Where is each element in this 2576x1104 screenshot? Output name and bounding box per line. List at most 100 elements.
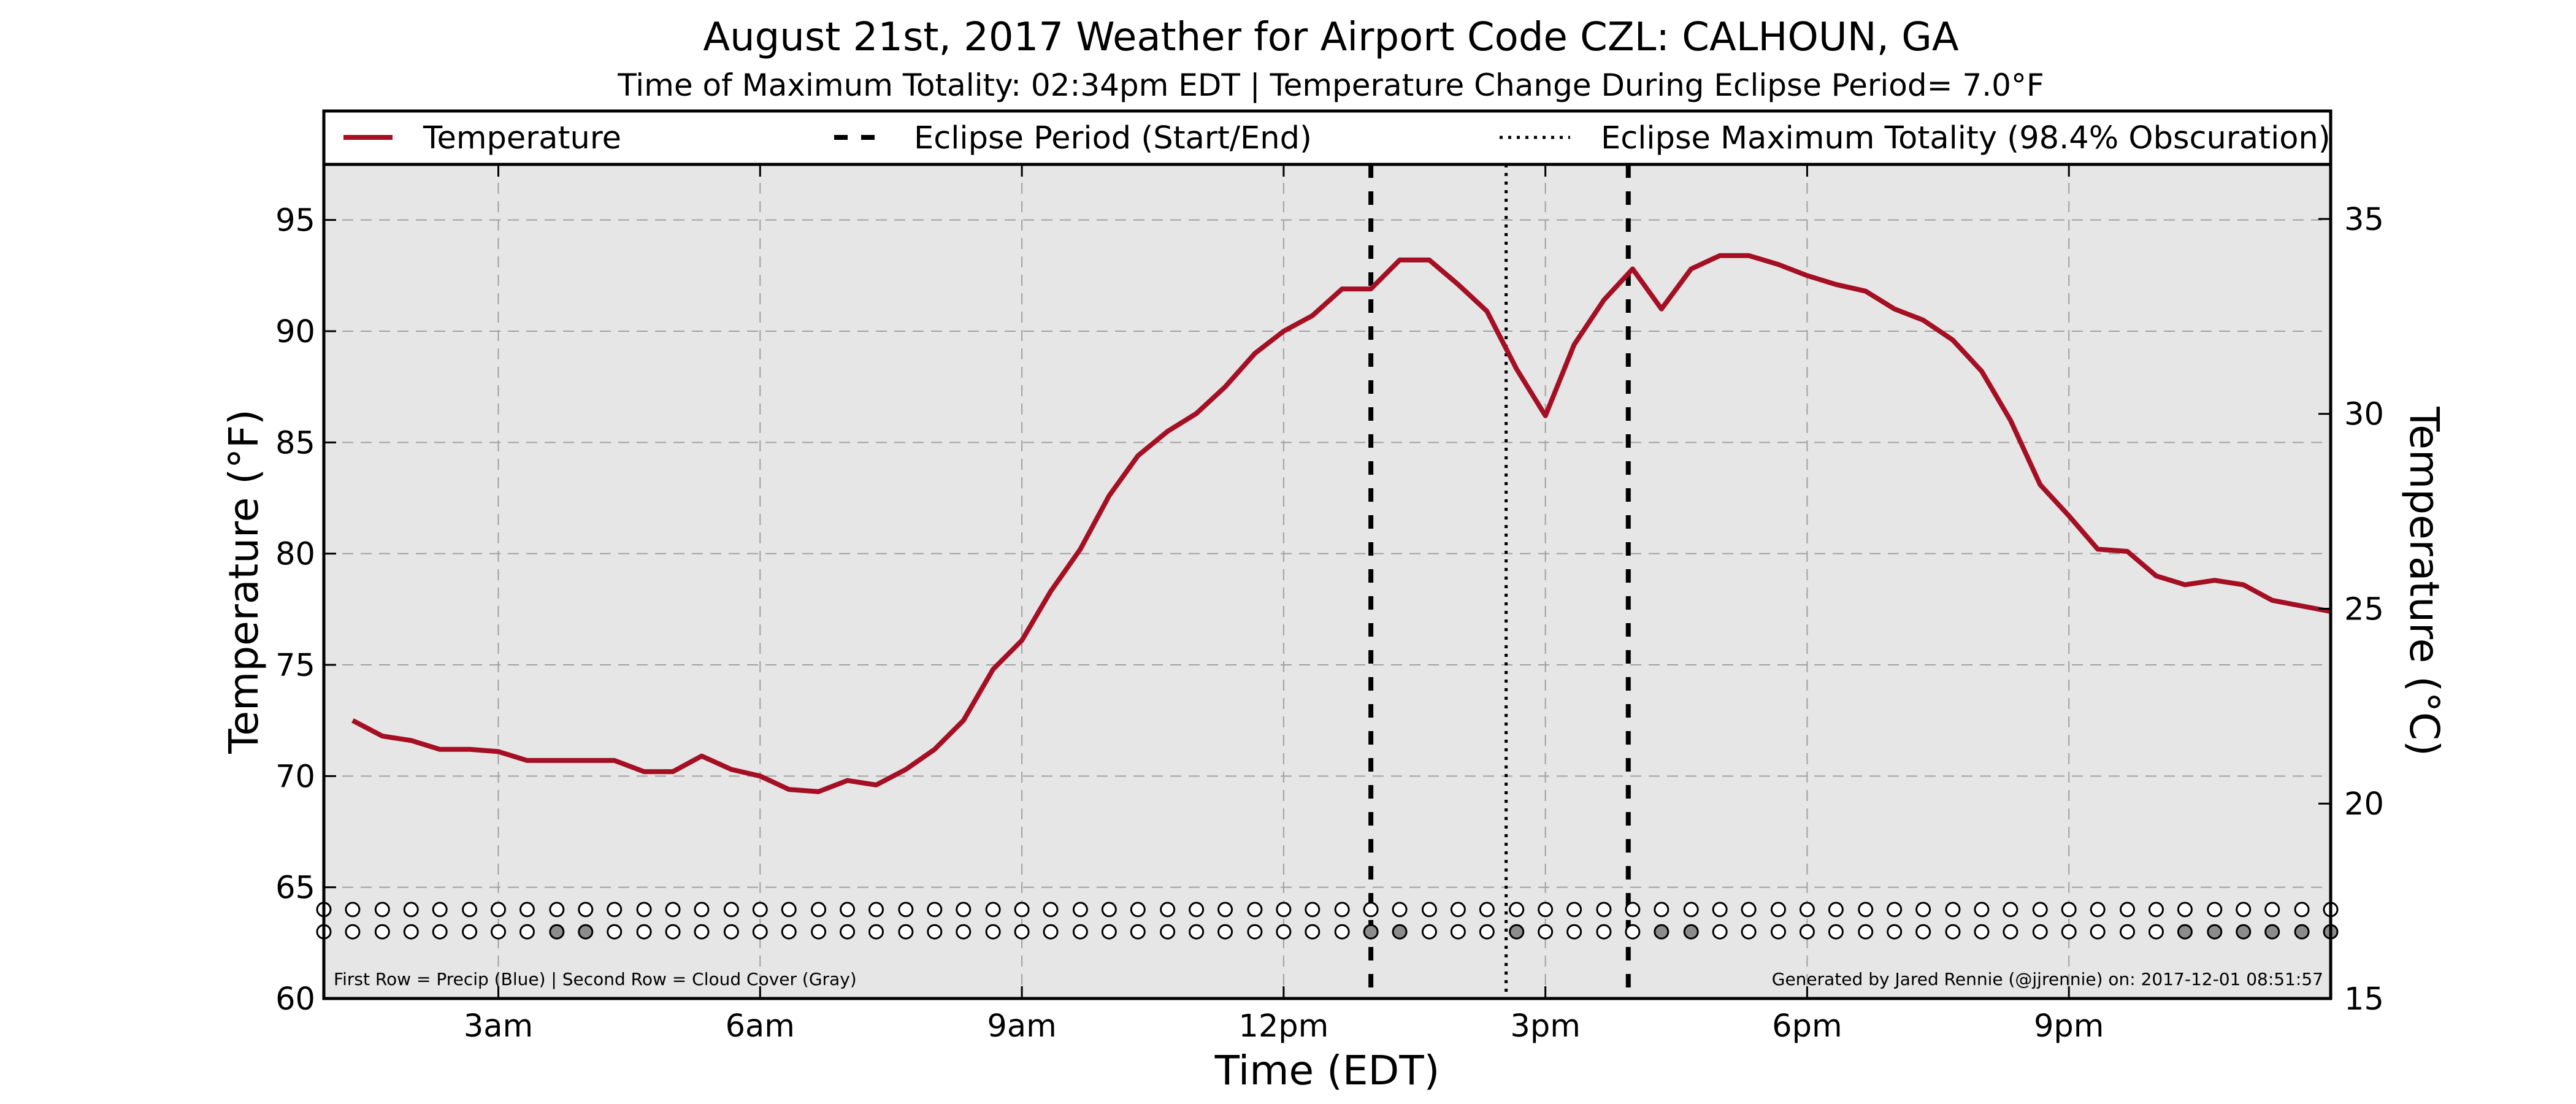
legend-box	[322, 109, 2333, 166]
legend: Temperature Eclipse Period (Start/End) E…	[322, 109, 2333, 166]
cloud-dot	[1450, 924, 1466, 940]
x-tick-label: 6pm	[1772, 1008, 1842, 1045]
precip-cloud-rows	[316, 902, 2339, 940]
cloud-dot	[2264, 924, 2280, 940]
cloud-dot	[723, 924, 739, 940]
precip-dot	[1450, 902, 1466, 918]
cloud-dot	[898, 924, 914, 940]
cloud-dot	[1770, 924, 1786, 940]
cloud-dot	[927, 924, 943, 940]
precip-dot	[1014, 902, 1030, 918]
cloud-dot	[840, 924, 856, 940]
chart-title: August 21st, 2017 Weather for Airport Co…	[703, 15, 1959, 60]
y-axis-ticks: 60 65 70 75 80 85 90 95	[275, 203, 336, 1018]
x-tick-label: 9pm	[2034, 1008, 2104, 1045]
cloud-dot	[665, 924, 681, 940]
precip-dot	[2032, 902, 2048, 918]
cloud-dot	[2207, 924, 2223, 940]
cloud-dot	[1043, 924, 1059, 940]
cloud-dot	[1741, 924, 1757, 940]
y-tick-label: 85	[275, 425, 315, 461]
cloud-dot	[1887, 924, 1903, 940]
precip-dot	[781, 902, 797, 918]
cloud-dot	[1160, 924, 1176, 940]
precip-dot	[1858, 902, 1874, 918]
cloud-dot	[781, 924, 797, 940]
precip-dot	[752, 902, 768, 918]
precip-dot	[927, 902, 943, 918]
cloud-dot	[1566, 924, 1582, 940]
series-layer	[351, 253, 2331, 794]
cloud-dot	[1276, 924, 1292, 940]
cloud-dot	[1683, 924, 1699, 940]
cloud-dot	[752, 924, 768, 940]
right-axis-ticks: 15 20 25 30 35	[2318, 202, 2384, 1018]
cloud-dot	[1101, 924, 1117, 940]
precip-dot	[374, 902, 390, 918]
cloud-dot	[578, 924, 594, 940]
cloud-dot	[2032, 924, 2048, 940]
cloud-dot	[1392, 924, 1408, 940]
y-tick-label: 80	[275, 537, 315, 573]
precip-dot	[1276, 902, 1292, 918]
cloud-dot	[2120, 924, 2136, 940]
precip-dot	[2294, 902, 2310, 918]
footnote-right: Generated by Jared Rennie (@jjrennie) on…	[1772, 969, 2323, 989]
cloud-dot	[1654, 924, 1669, 940]
cloud-dot	[1130, 924, 1146, 940]
cloud-dot	[1305, 924, 1321, 940]
precip-dot	[2207, 902, 2223, 918]
cloud-dot	[636, 924, 652, 940]
precip-dot	[1130, 902, 1146, 918]
cloud-dot	[1596, 924, 1612, 940]
precip-dot	[2061, 902, 2077, 918]
plot-area	[324, 164, 2331, 999]
precip-dot	[607, 902, 623, 918]
cloud-dot	[1828, 924, 1844, 940]
cloud-dot	[1072, 924, 1088, 940]
precip-dot	[491, 902, 507, 918]
precip-dot	[519, 902, 535, 918]
precip-dot	[432, 902, 448, 918]
cloud-dot	[1509, 924, 1525, 940]
cloud-dot	[2061, 924, 2077, 940]
chart-subtitle: Time of Maximum Totality: 02:34pm EDT | …	[617, 67, 2044, 103]
cloud-dot	[1363, 924, 1379, 940]
cloud-dot	[2148, 924, 2164, 940]
cloud-dot	[868, 924, 884, 940]
precip-dot	[811, 902, 827, 918]
precip-dot	[1043, 902, 1059, 918]
precip-dot	[1334, 902, 1350, 918]
cloud-dot	[1014, 924, 1030, 940]
cloud-dot	[1538, 924, 1554, 940]
precip-dot	[868, 902, 884, 918]
y-tick-label: 75	[275, 648, 315, 684]
precip-dot	[1538, 902, 1554, 918]
precip-dot	[462, 902, 478, 918]
y-tick-label: 90	[275, 314, 315, 350]
precip-dot	[1887, 902, 1903, 918]
precip-dot	[1945, 902, 1961, 918]
precip-dot	[1654, 902, 1669, 918]
legend-label-eclipse-period: Eclipse Period (Start/End)	[914, 120, 1312, 156]
precip-dot	[1828, 902, 1844, 918]
precip-dot	[1101, 902, 1117, 918]
precip-dot	[956, 902, 972, 918]
x-tick-label: 12pm	[1238, 1008, 1328, 1045]
cloud-dot	[1334, 924, 1350, 940]
precip-dot	[1566, 902, 1582, 918]
precip-dot	[578, 902, 594, 918]
right-tick-label: 25	[2344, 591, 2384, 627]
precip-dot	[2148, 902, 2164, 918]
precip-dot	[2236, 902, 2252, 918]
cloud-dot	[1421, 924, 1437, 940]
footnote-left: First Row = Precip (Blue) | Second Row =…	[334, 969, 857, 989]
cloud-dot	[1189, 924, 1205, 940]
precip-dot	[1072, 902, 1088, 918]
cloud-dot	[491, 924, 507, 940]
cloud-dot	[1712, 924, 1728, 940]
precip-dot	[1217, 902, 1233, 918]
precip-dot	[1392, 902, 1408, 918]
x-tick-label: 6am	[726, 1008, 795, 1045]
y-tick-label: 65	[275, 870, 315, 907]
